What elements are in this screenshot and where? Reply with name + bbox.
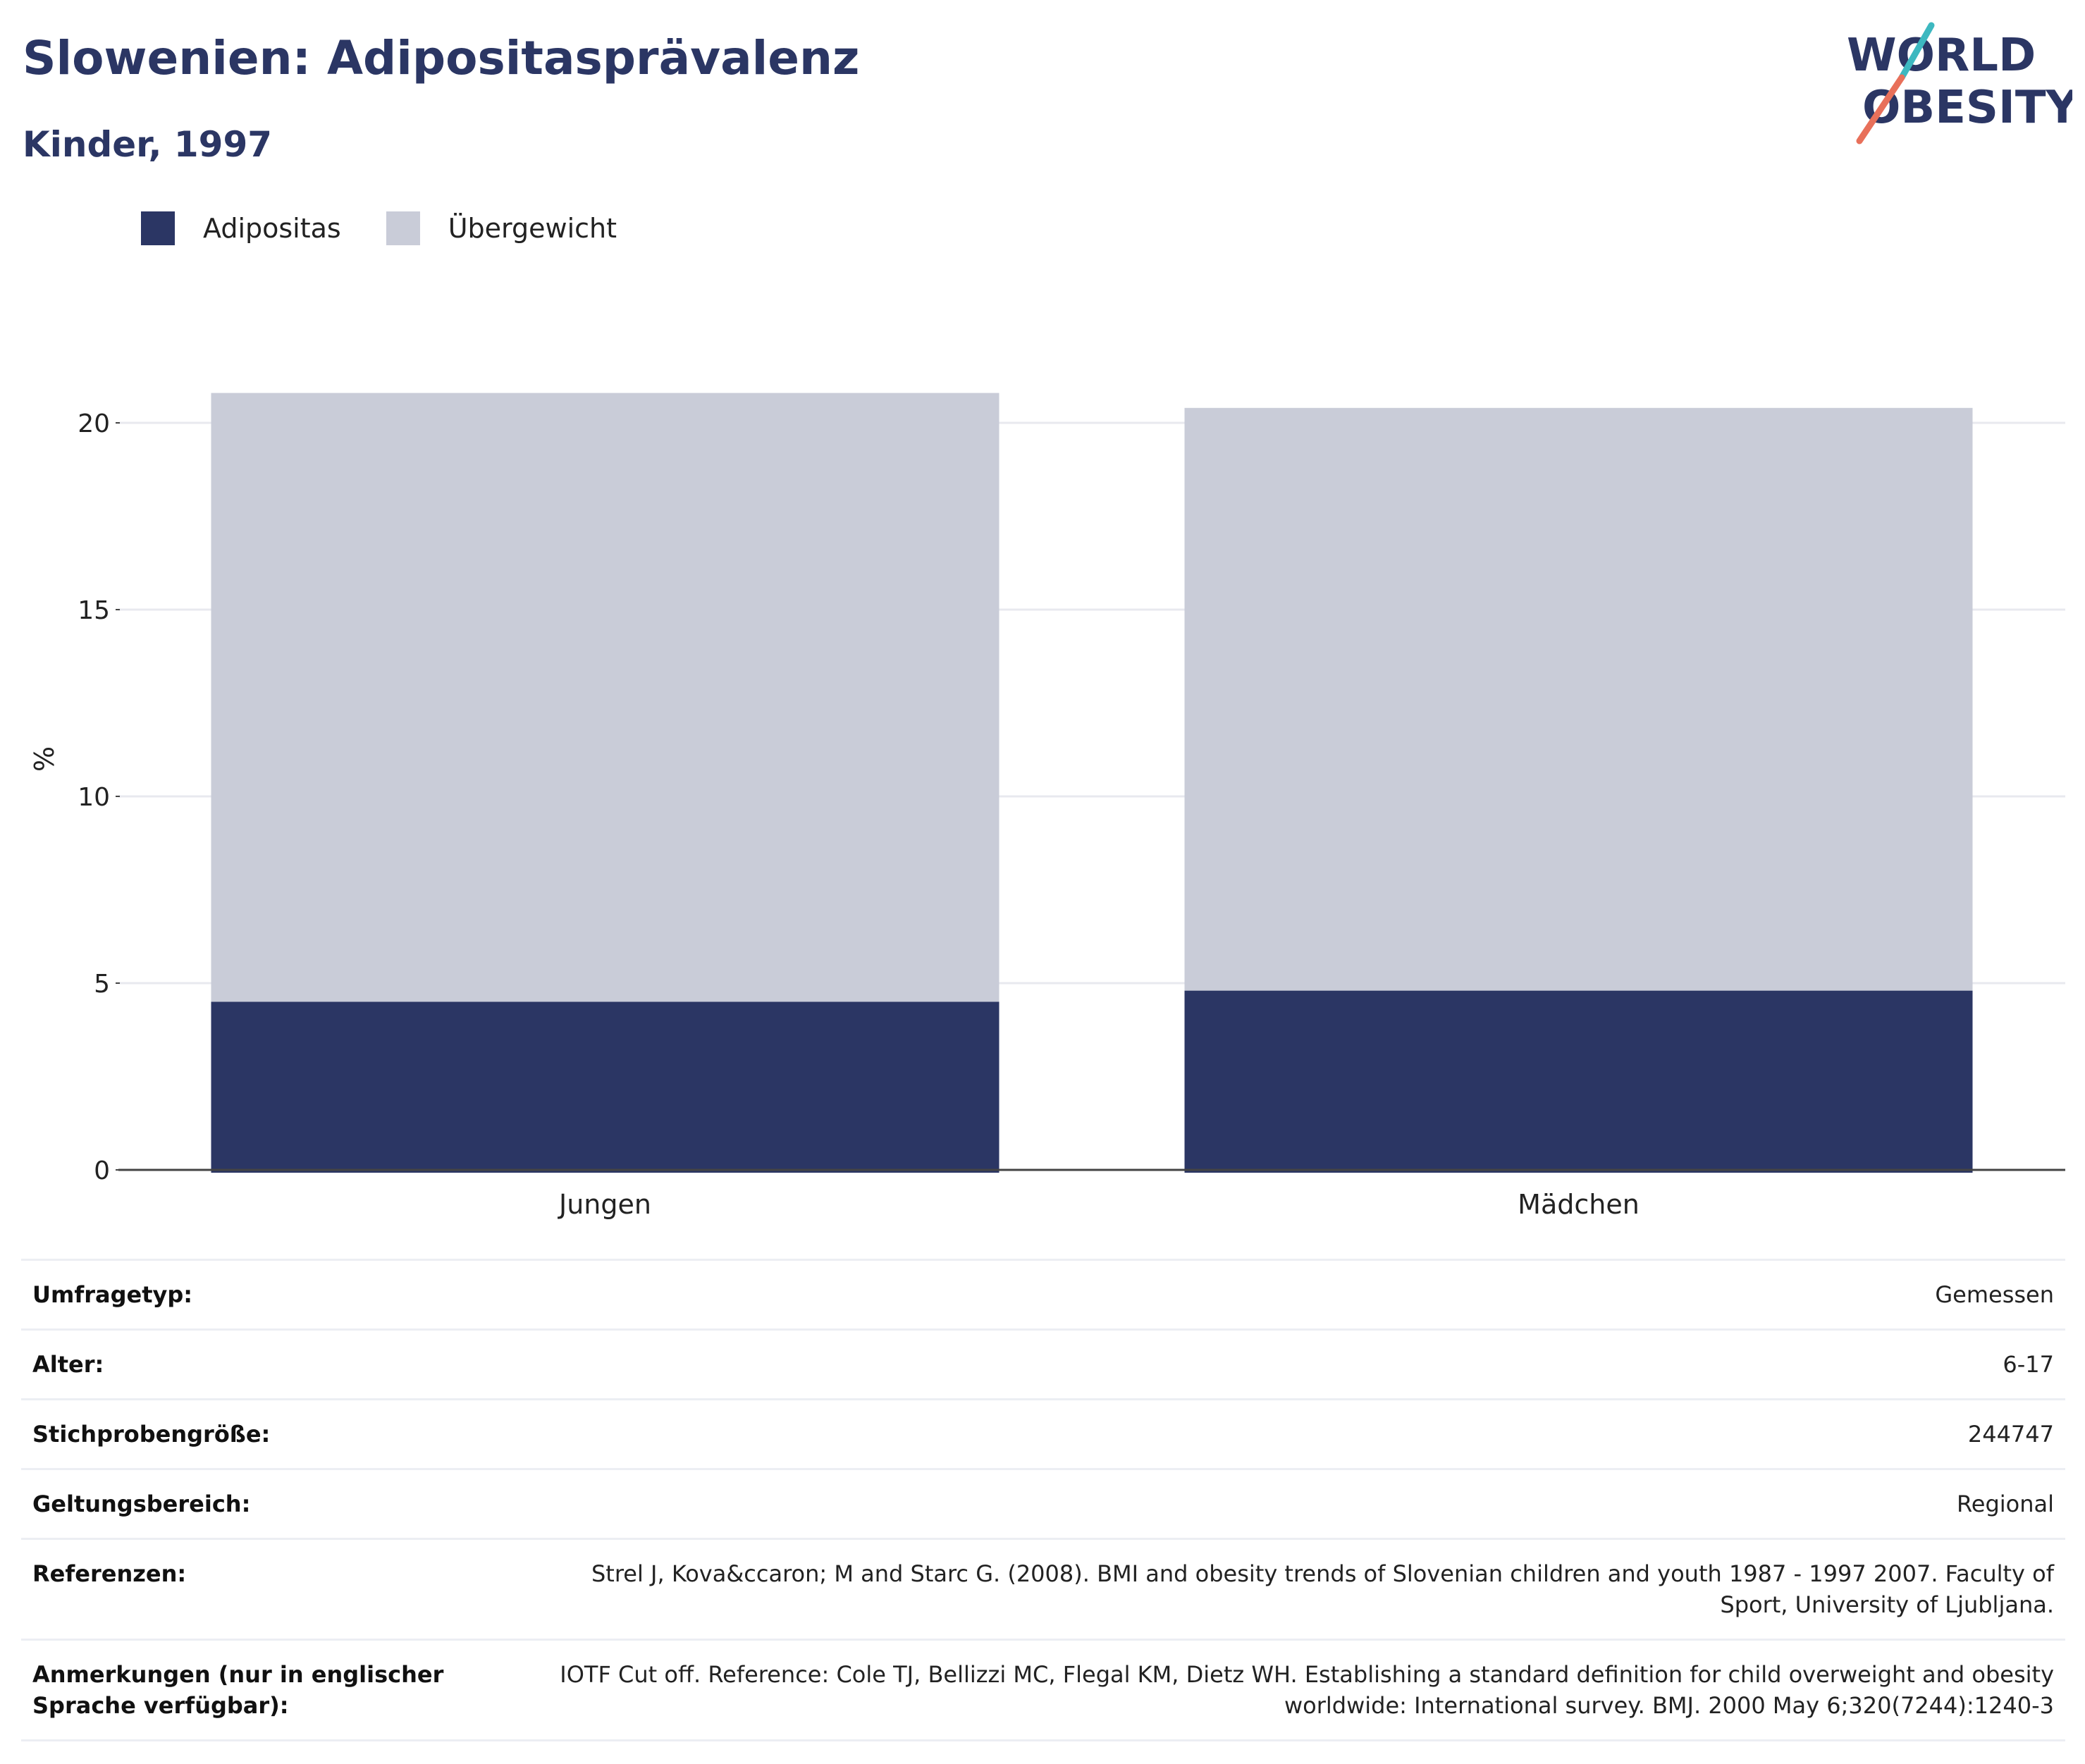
chart-subtitle: Kinder, 1997 — [23, 124, 273, 165]
legend-item-adipositas[interactable]: Adipositas — [141, 211, 341, 245]
info-value: Gemessen — [1935, 1281, 2054, 1308]
info-value: 244747 — [1967, 1421, 2054, 1448]
stacked-bar-chart: 0 5 10 15 20% Jungen Mädchen — [29, 393, 2065, 1220]
legend-label-adipositas: Adipositas — [203, 213, 341, 244]
survey-info-table: Umfragetyp: Gemessen Alter: 6-17 Stichproben… — [21, 1259, 2065, 1764]
info-label: Stichprobengröße: — [32, 1421, 271, 1448]
bar-bergewicht-mdchen — [1184, 407, 1973, 991]
y-tick-label: 5 — [94, 970, 110, 999]
bar-adipositas-jungen — [211, 1001, 1000, 1173]
logo-accent-teal — [1898, 22, 1935, 81]
info-value: Strel J, Kova&ccaron; M and Starc G. (20… — [591, 1560, 2054, 1618]
y-tick-label: 0 — [94, 1157, 110, 1185]
chart-title: Slowenien: Adipositasprävalenz — [23, 31, 860, 85]
x-tick-label: Mädchen — [1518, 1189, 1640, 1220]
world-obesity-logo: WORLD OBESITY — [1847, 22, 2072, 144]
info-label: Geltungsbereich: — [32, 1491, 251, 1517]
info-value: 6-17 — [2003, 1351, 2054, 1378]
legend-swatch-uebergewicht — [386, 211, 420, 245]
info-row: Stichprobengröße: 244747 — [21, 1398, 2065, 1468]
info-row: Referenzen: Strel J, Kova&ccaron; M and S… — [21, 1538, 2065, 1639]
y-tick-label: 15 — [78, 596, 110, 625]
x-tick-label: Jungen — [558, 1189, 651, 1220]
info-row: Umfragetyp: Gemessen — [21, 1259, 2065, 1328]
info-label: Anmerkungen (nur in englischer Sprache v… — [32, 1661, 444, 1719]
info-value: IOTF — [540, 1760, 2054, 1764]
info-row: Alter: 6-17 — [21, 1328, 2065, 1398]
info-label: Referenzen: — [32, 1560, 187, 1587]
legend-item-uebergewicht[interactable]: Übergewicht — [386, 211, 617, 245]
y-axis-label: % — [29, 746, 60, 772]
y-tick-label: 10 — [78, 783, 110, 812]
legend-swatch-adipositas — [141, 211, 175, 245]
logo-line1: WORLD — [1847, 30, 2036, 82]
legend-label-uebergewicht: Übergewicht — [448, 213, 617, 244]
bar-bergewicht-jungen — [211, 393, 1000, 1002]
info-value: Regional — [1956, 1491, 2054, 1517]
y-tick-label: 20 — [78, 409, 110, 438]
info-row: Geltungsbereich: Regional — [21, 1468, 2065, 1538]
bar-adipositas-mdchen — [1184, 990, 1973, 1173]
info-label: Alter: — [32, 1351, 104, 1378]
info-row: Cutoffs:IOTF — [21, 1739, 2065, 1764]
logo-line2: OBESITY — [1862, 82, 2072, 134]
logo-accent-coral — [1856, 74, 1905, 144]
info-value: IOTF Cut off. Reference: Cole TJ, Belliz… — [560, 1661, 2054, 1719]
chart-legend: Adipositas Übergewicht — [141, 209, 662, 248]
info-label: Umfragetyp: — [32, 1281, 193, 1308]
info-row: Anmerkungen (nur in englischer Sprache v… — [21, 1639, 2065, 1739]
info-label: Cutoffs: — [32, 1760, 540, 1764]
